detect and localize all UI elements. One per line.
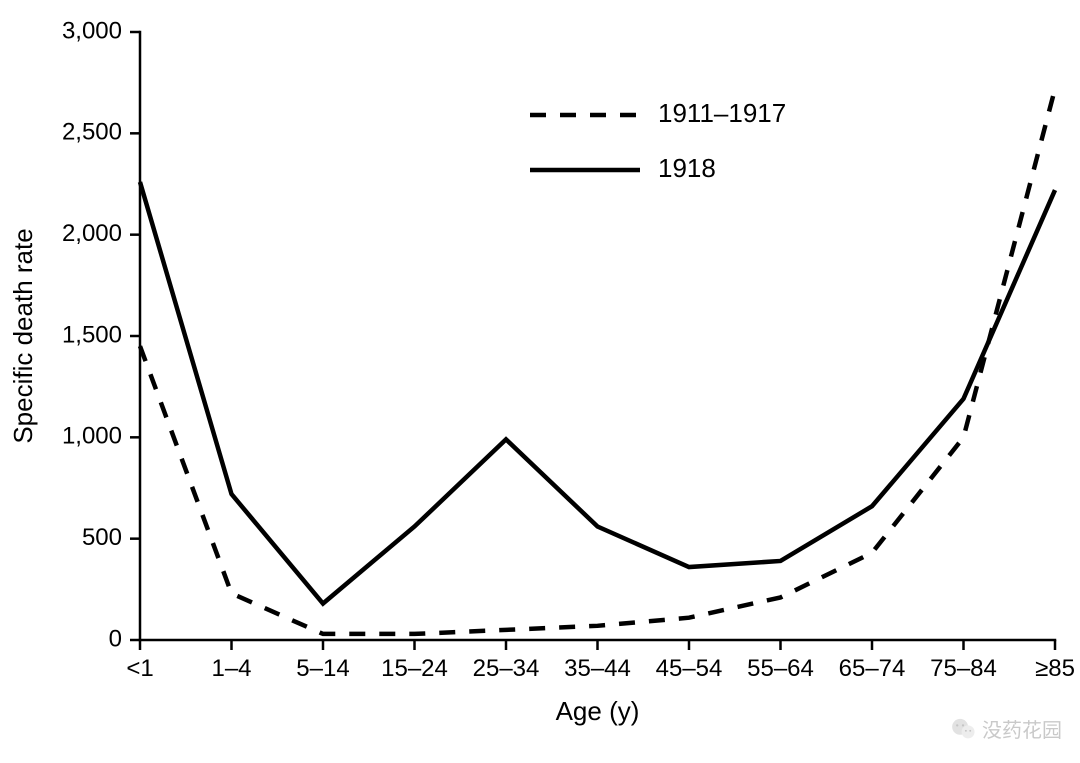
x-tick-label: 75–84 bbox=[930, 655, 997, 682]
x-tick-label: 35–44 bbox=[564, 655, 631, 682]
x-tick-label: 25–34 bbox=[473, 655, 540, 682]
x-tick-label: 45–54 bbox=[656, 655, 723, 682]
y-tick-label: 1,000 bbox=[62, 423, 122, 450]
y-tick-label: 2,500 bbox=[62, 119, 122, 146]
legend-label: 1918 bbox=[658, 153, 716, 183]
y-tick-label: 2,000 bbox=[62, 220, 122, 247]
chart-container: 0 500 1,000 1,500 2,000 2,500 3,000 <1 1–4 5–14 15… bbox=[0, 0, 1080, 763]
x-tick-label: ≥85 bbox=[1035, 655, 1075, 682]
y-tick-label: 1,500 bbox=[62, 321, 122, 348]
death-rate-line-chart: 0 500 1,000 1,500 2,000 2,500 3,000 <1 1–4 5–14 15… bbox=[0, 0, 1080, 763]
legend-label: 1911–1917 bbox=[658, 98, 786, 128]
y-axis-label: Specific death rate bbox=[8, 228, 38, 443]
x-tick-label: 5–14 bbox=[296, 655, 349, 682]
x-tick-label: 55–64 bbox=[747, 655, 814, 682]
y-tick-label: 500 bbox=[82, 524, 122, 551]
x-tick-label: <1 bbox=[126, 655, 153, 682]
x-tick-label: 1–4 bbox=[211, 655, 251, 682]
x-tick-label: 65–74 bbox=[839, 655, 906, 682]
x-axis-label: Age (y) bbox=[556, 696, 640, 726]
x-tick-label: 15–24 bbox=[381, 655, 448, 682]
y-tick-label: 0 bbox=[109, 625, 122, 652]
y-tick-label: 3,000 bbox=[62, 17, 122, 44]
